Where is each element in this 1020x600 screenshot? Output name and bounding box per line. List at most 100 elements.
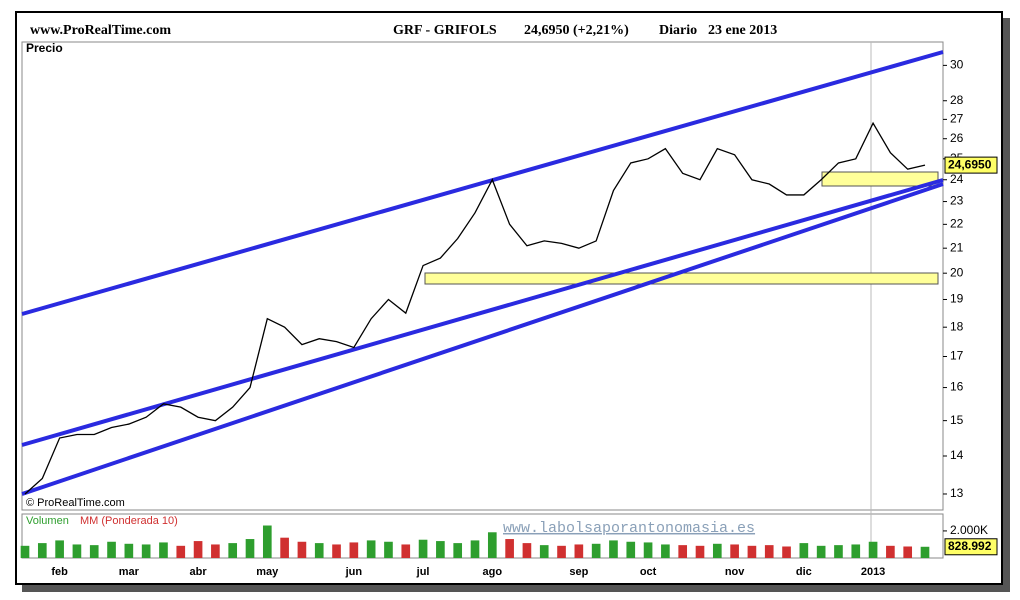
x-tick-label: mar: [119, 566, 140, 578]
y-tick-label: 2.000K: [950, 523, 988, 537]
volume-bar: [349, 542, 359, 558]
volume-bar: [107, 541, 116, 558]
y-tick-label: 23: [950, 194, 964, 208]
trend-line: [21, 182, 944, 496]
last-volume-box: [944, 538, 998, 556]
volume-bar: [176, 545, 186, 558]
volume-bar: [366, 540, 376, 558]
volume-bar: [124, 543, 134, 558]
volume-bar: [626, 541, 636, 558]
volume-bar: [557, 545, 566, 558]
volume-bar: [89, 545, 99, 558]
x-tick-label: ago: [483, 566, 503, 578]
volume-bar: [72, 544, 82, 558]
volume-bar: [782, 546, 791, 558]
y-tick-label: 19: [950, 292, 964, 306]
volume-bar: [539, 545, 549, 558]
volume-bar: [470, 540, 480, 558]
volume-bar: [920, 546, 930, 558]
volume-bar: [20, 545, 30, 558]
trend-line: [21, 178, 944, 447]
y-tick-label: 27: [950, 112, 964, 126]
y-tick-label: 14: [950, 448, 964, 462]
volume-bar: [487, 532, 497, 558]
volume-bar: [868, 541, 878, 558]
volume-bar: [816, 545, 826, 558]
y-tick-label: 18: [950, 319, 964, 333]
y-tick-label: 15: [950, 413, 964, 427]
volume-bar: [643, 542, 653, 558]
x-tick-label: sep: [569, 566, 588, 578]
copyright: © ProRealTime.com: [26, 497, 125, 509]
volume-bar: [730, 544, 739, 558]
date: 23 ene 2013: [708, 23, 777, 38]
volume-bar: [453, 543, 463, 558]
volume-subtitle: MM (Ponderada 10): [80, 515, 178, 527]
volume-bar: [332, 544, 341, 558]
volume-bar: [159, 542, 168, 558]
x-tick-label: nov: [725, 566, 745, 578]
last-price-box: [944, 156, 998, 174]
volume-bar: [574, 544, 584, 558]
y-tick-label: 22: [950, 217, 964, 231]
volume-bar: [297, 541, 307, 558]
volume-bar: [436, 541, 445, 558]
y-tick-label: 13: [950, 486, 964, 500]
quote: 24,6950 (+2,21%): [524, 23, 629, 38]
volume-bar: [678, 545, 688, 558]
volume-bar: [193, 541, 203, 558]
price-line: [24, 121, 926, 495]
volume-bar: [418, 539, 428, 558]
x-tick-label: dic: [796, 566, 812, 578]
site: www.ProRealTime.com: [30, 23, 171, 38]
x-tick-label: oct: [640, 566, 657, 578]
trend-line: [21, 50, 944, 316]
y-tick-label: 17: [950, 349, 964, 363]
volume-bar: [228, 543, 238, 558]
support-zone: [821, 171, 939, 187]
x-tick-label: jul: [416, 566, 430, 578]
last-price-label: 24,6950: [948, 157, 992, 171]
volume-bar: [384, 541, 393, 558]
volume-bar: [799, 543, 809, 558]
x-tick-label: feb: [51, 566, 68, 578]
y-tick-label: 20: [950, 265, 964, 279]
volume-bar: [505, 539, 514, 558]
volume-bar: [401, 544, 411, 558]
volume-bar: [609, 540, 618, 558]
volume-title: Volumen: [26, 515, 69, 527]
y-tick-label: 30: [950, 58, 964, 72]
volume-bar: [141, 544, 151, 558]
y-tick-label: 16: [950, 380, 964, 394]
x-tick-label: jun: [345, 566, 363, 578]
x-tick-label: 2013: [861, 566, 885, 578]
volume-bar: [834, 545, 843, 558]
volume-bar: [211, 544, 220, 558]
y-tick-label: 26: [950, 131, 964, 145]
volume-bar: [314, 543, 324, 558]
volume-bar: [712, 543, 722, 558]
volume-bar: [661, 544, 670, 558]
volume-bar: [245, 539, 255, 558]
volume-bar: [747, 545, 757, 558]
period: Diario: [659, 23, 697, 38]
volume-bar: [262, 525, 272, 558]
volume-bar: [764, 545, 774, 558]
watermark: www.labolsaporantonomasia.es: [503, 520, 755, 537]
volume-bar: [280, 537, 289, 558]
last-volume-label: 828.992: [948, 539, 992, 553]
volume-bar: [37, 543, 47, 558]
symbol: GRF - GRIFOLS: [393, 23, 497, 38]
y-tick-label: 21: [950, 240, 964, 254]
x-tick-label: may: [256, 566, 279, 578]
volume-bar: [591, 543, 601, 558]
volume-bar: [522, 543, 532, 558]
x-tick-label: abr: [190, 566, 208, 578]
price-title: Precio: [26, 41, 63, 55]
volume-bar: [851, 544, 861, 558]
support-zone: [424, 272, 939, 285]
volume-bar: [886, 545, 895, 558]
volume-bar: [55, 540, 64, 558]
